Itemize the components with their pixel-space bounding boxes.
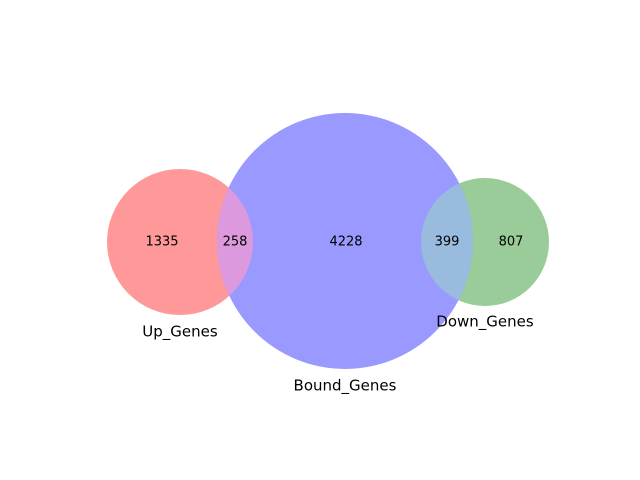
count-up-only: 1335 — [145, 235, 178, 250]
up-genes-label: Up_Genes — [142, 323, 218, 342]
count-down-only: 807 — [499, 235, 524, 250]
bound-genes-label: Bound_Genes — [294, 377, 397, 396]
up-genes-circle — [107, 169, 253, 315]
bound-genes-circle — [217, 113, 473, 369]
count-up-bound: 258 — [223, 235, 248, 250]
count-bound-down: 399 — [435, 235, 460, 250]
down-genes-label: Down_Genes — [436, 313, 534, 332]
count-bound-only: 4228 — [329, 235, 362, 250]
